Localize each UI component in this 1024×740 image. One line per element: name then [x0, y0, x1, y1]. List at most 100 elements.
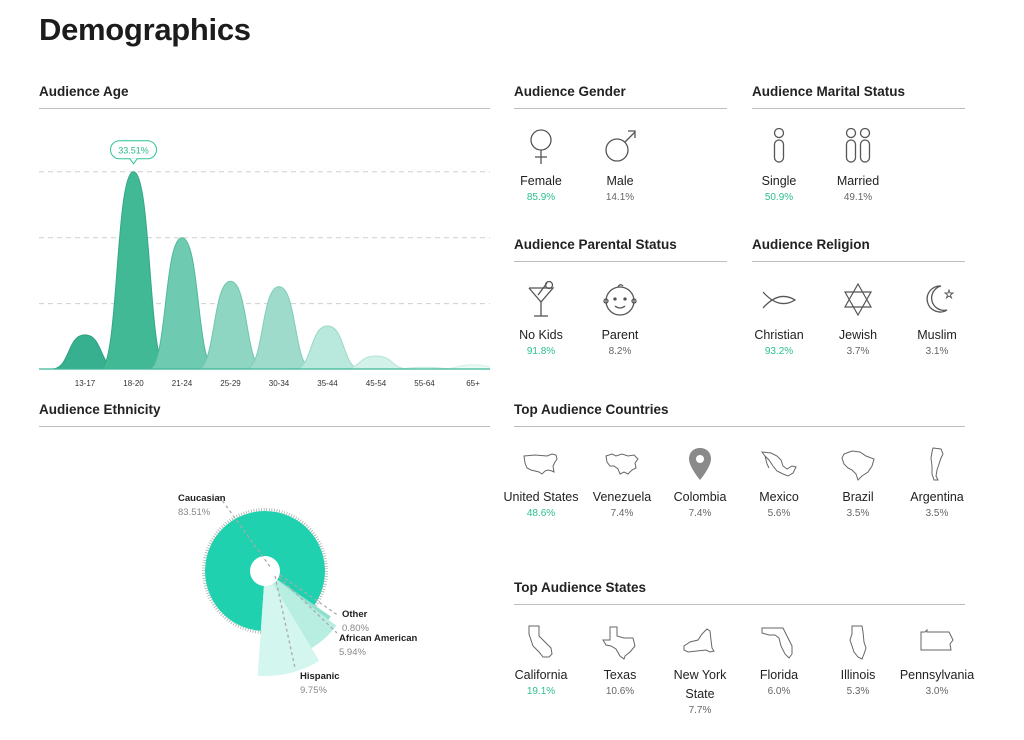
- country-value: 3.5%: [925, 508, 949, 519]
- country-item-colombia: Colombia 7.4%: [660, 446, 740, 521]
- parental-item-parent: Parent 8.2%: [580, 280, 660, 359]
- religion-value: 3.1%: [925, 346, 949, 357]
- religion-item-jewish: Jewish 3.7%: [818, 280, 898, 359]
- star-of-david-icon: [843, 282, 873, 317]
- state-item-new-york: New York State 7.7%: [660, 624, 740, 718]
- country-value: 48.6%: [526, 508, 556, 519]
- state-label: New York State: [673, 668, 727, 701]
- age-highlight-callout: 33.51%: [110, 140, 157, 165]
- cocktail-icon: [528, 280, 555, 317]
- argentina-map-icon: [930, 447, 944, 481]
- crescent-icon: [926, 285, 955, 313]
- religion-item-christian: Christian 93.2%: [739, 280, 819, 359]
- age-section-title: Audience Age: [39, 84, 129, 99]
- gender-item-female: Female 85.9%: [501, 126, 581, 205]
- state-value: 19.1%: [526, 686, 556, 697]
- country-label: Colombia: [673, 490, 727, 504]
- religion-divider: [752, 261, 965, 262]
- age-area-65+: [439, 364, 490, 370]
- parental-section-title: Audience Parental Status: [514, 237, 677, 252]
- country-value: 5.6%: [767, 508, 791, 519]
- marital-label: Single: [761, 174, 797, 188]
- religion-item-muslim: Muslim 3.1%: [897, 280, 977, 359]
- gender-value: 85.9%: [526, 192, 556, 203]
- parental-value: 91.8%: [526, 346, 556, 357]
- country-label: Venezuela: [592, 490, 652, 504]
- new-york-map-icon: [683, 628, 715, 653]
- parental-label: No Kids: [519, 328, 563, 342]
- state-item-illinois: Illinois 5.3%: [818, 624, 898, 699]
- age-tick-label: 25-29: [220, 379, 241, 388]
- male-icon: [605, 130, 636, 162]
- gender-item-male: Male 14.1%: [580, 126, 660, 205]
- age-area-25-29: [197, 280, 264, 370]
- state-value: 5.3%: [846, 686, 870, 697]
- countries-divider: [514, 426, 965, 427]
- hispanic-value: 9.75%: [300, 685, 327, 696]
- marital-item-married: Married 49.1%: [818, 126, 898, 205]
- country-label: Brazil: [842, 490, 874, 504]
- age-area-30-34: [245, 286, 313, 370]
- ethnicity-slice-african-american: [265, 571, 337, 649]
- country-label: Argentina: [910, 490, 964, 504]
- parental-divider: [514, 261, 727, 262]
- state-value: 7.7%: [688, 705, 712, 716]
- country-item-united-states: United States 48.6%: [501, 446, 581, 521]
- mexico-map-icon: [760, 451, 797, 477]
- marital-label: Married: [836, 174, 880, 188]
- marital-value: 49.1%: [843, 192, 873, 203]
- state-item-florida: Florida 6.0%: [739, 624, 819, 699]
- page-title: Demographics: [39, 12, 251, 47]
- state-item-pennsylvania: Pennsylvania 3.0%: [897, 624, 977, 699]
- religion-section-title: Audience Religion: [752, 237, 870, 252]
- age-tick-label: 35-44: [317, 379, 338, 388]
- african-american-leader-line: [278, 576, 338, 634]
- gender-section-title: Audience Gender: [514, 84, 626, 99]
- states-section-title: Top Audience States: [514, 580, 647, 595]
- brazil-map-icon: [841, 450, 875, 481]
- state-label: California: [514, 668, 568, 682]
- florida-map-icon: [761, 627, 793, 659]
- country-value: 3.5%: [846, 508, 870, 519]
- age-area-18-20: [100, 171, 167, 370]
- age-area-21-24: [148, 237, 216, 370]
- religion-label: Christian: [754, 328, 804, 342]
- usa-map-icon: [523, 453, 558, 475]
- parental-item-no-kids: No Kids 91.8%: [501, 280, 581, 359]
- age-area-35-44: [294, 325, 361, 370]
- state-item-california: California 19.1%: [501, 624, 581, 699]
- african-american-value: 5.94%: [339, 647, 366, 658]
- age-chart: 13-17 18-20 21-24 25-29 30-34 35-44 45-54 55-64…: [39, 140, 490, 388]
- single-person-icon: [773, 127, 785, 163]
- ethnicity-divider: [39, 426, 490, 427]
- state-label: Illinois: [840, 668, 876, 682]
- religion-value: 93.2%: [764, 346, 794, 357]
- donut-hole: [250, 556, 280, 586]
- other-value: 0.80%: [342, 623, 369, 634]
- countries-section-title: Top Audience Countries: [514, 402, 669, 417]
- country-item-argentina: Argentina 3.5%: [897, 446, 977, 521]
- marital-item-single: Single 50.9%: [739, 126, 819, 205]
- country-value: 7.4%: [688, 508, 712, 519]
- state-label: Pennsylvania: [899, 668, 975, 682]
- ethnicity-chart: Caucasian 83.51% Hispanic 9.75% African …: [178, 493, 418, 696]
- country-item-mexico: Mexico 5.6%: [739, 446, 819, 521]
- age-tick-label: 55-64: [414, 379, 435, 388]
- caucasian-label: Caucasian: [178, 493, 226, 504]
- venezuela-map-icon: [605, 453, 639, 475]
- caucasian-leader-line: [218, 495, 272, 569]
- texas-map-icon: [602, 626, 636, 660]
- state-label: Texas: [603, 668, 637, 682]
- country-value: 7.4%: [610, 508, 634, 519]
- african-american-label: African American: [339, 633, 418, 644]
- age-highlight-label: 33.51%: [118, 145, 149, 155]
- marital-divider: [752, 108, 965, 109]
- state-item-texas: Texas 10.6%: [580, 624, 660, 699]
- caucasian-value: 83.51%: [178, 507, 211, 518]
- age-tick-label: 45-54: [366, 379, 387, 388]
- baby-face-icon: [603, 284, 637, 316]
- california-map-icon: [528, 625, 553, 658]
- age-tick-label: 21-24: [172, 379, 193, 388]
- state-label: Florida: [759, 668, 799, 682]
- state-value: 10.6%: [605, 686, 635, 697]
